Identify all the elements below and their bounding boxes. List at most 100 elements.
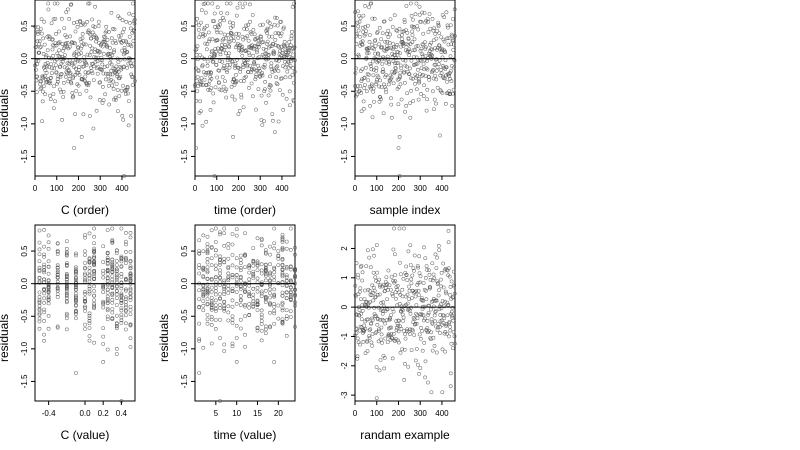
data-point: [110, 291, 115, 296]
data-point: [106, 71, 110, 76]
data-point: [42, 307, 46, 312]
data-point: [436, 244, 441, 248]
data-point: [82, 64, 86, 69]
data-point: [409, 14, 414, 18]
data-point: [247, 305, 252, 310]
data-point: [92, 241, 96, 246]
data-point: [443, 349, 447, 354]
data-point: [356, 54, 361, 59]
y-axis-label: residuals: [157, 314, 171, 362]
data-point: [433, 57, 438, 62]
data-point: [255, 308, 260, 312]
data-point: [388, 317, 393, 322]
y-tick-label: 0.5: [340, 20, 349, 32]
data-point: [386, 82, 391, 87]
data-point: [218, 258, 222, 262]
data-point: [213, 25, 217, 29]
data-point: [287, 48, 291, 52]
data-point: [261, 46, 266, 51]
data-point: [92, 259, 96, 264]
data-point: [354, 66, 358, 71]
data-point: [424, 288, 428, 293]
data-point: [264, 100, 268, 105]
data-point: [273, 38, 278, 42]
data-point: [201, 308, 206, 313]
data-point: [44, 53, 49, 58]
data-point: [383, 321, 387, 326]
data-point: [83, 304, 87, 309]
data-point: [78, 37, 83, 41]
data-point: [105, 347, 110, 352]
data-point: [37, 303, 42, 308]
data-point: [87, 326, 92, 330]
data-point: [409, 348, 414, 352]
data-point: [446, 36, 451, 40]
data-point: [420, 54, 425, 59]
data-point: [124, 257, 128, 261]
data-point: [83, 74, 88, 79]
data-point: [354, 312, 358, 316]
data-point: [124, 297, 128, 301]
data-point: [387, 40, 392, 45]
data-point: [101, 244, 106, 249]
data-point: [89, 69, 94, 73]
data-point: [128, 286, 133, 291]
x-tick-label: 100: [370, 409, 384, 418]
data-point: [366, 78, 371, 83]
data-point: [288, 75, 292, 80]
data-point: [119, 291, 124, 296]
data-point: [354, 42, 359, 46]
data-point: [272, 308, 277, 313]
data-point: [369, 340, 374, 345]
data-point: [105, 255, 110, 260]
data-point: [73, 29, 78, 34]
data-point: [243, 289, 247, 294]
data-point: [262, 119, 266, 123]
data-point: [283, 65, 288, 70]
data-point: [217, 87, 222, 92]
data-point: [222, 287, 227, 291]
data-point: [106, 83, 111, 88]
data-point: [280, 319, 285, 324]
data-point: [218, 19, 223, 23]
data-point: [234, 13, 239, 18]
data-point: [92, 306, 96, 311]
data-point: [217, 81, 221, 85]
data-point: [105, 276, 110, 281]
data-point: [37, 259, 42, 264]
data-point: [405, 30, 410, 35]
data-point: [448, 325, 452, 329]
data-point: [255, 261, 260, 265]
data-point: [74, 269, 78, 273]
data-point: [201, 233, 206, 238]
data-point: [110, 269, 115, 274]
data-point: [366, 248, 370, 253]
data-point: [433, 32, 438, 36]
data-point: [222, 231, 227, 235]
data-point: [87, 80, 91, 85]
data-point: [255, 262, 260, 267]
data-point: [399, 66, 404, 71]
data-point: [253, 75, 258, 79]
data-point: [431, 76, 436, 81]
data-point: [363, 288, 367, 293]
data-point: [215, 75, 219, 80]
data-point: [275, 82, 280, 87]
data-point: [114, 296, 119, 300]
data-point: [353, 284, 358, 288]
data-point: [375, 292, 380, 297]
data-point: [402, 347, 407, 352]
data-point: [354, 327, 359, 332]
data-point: [117, 94, 122, 98]
data-point: [280, 273, 285, 277]
data-point: [238, 298, 243, 303]
data-point: [433, 46, 437, 51]
data-point: [226, 287, 231, 291]
data-point: [356, 9, 360, 14]
data-point: [444, 324, 448, 328]
data-point: [263, 272, 268, 277]
data-point: [65, 41, 70, 45]
data-point: [364, 89, 369, 94]
data-point: [69, 81, 74, 86]
